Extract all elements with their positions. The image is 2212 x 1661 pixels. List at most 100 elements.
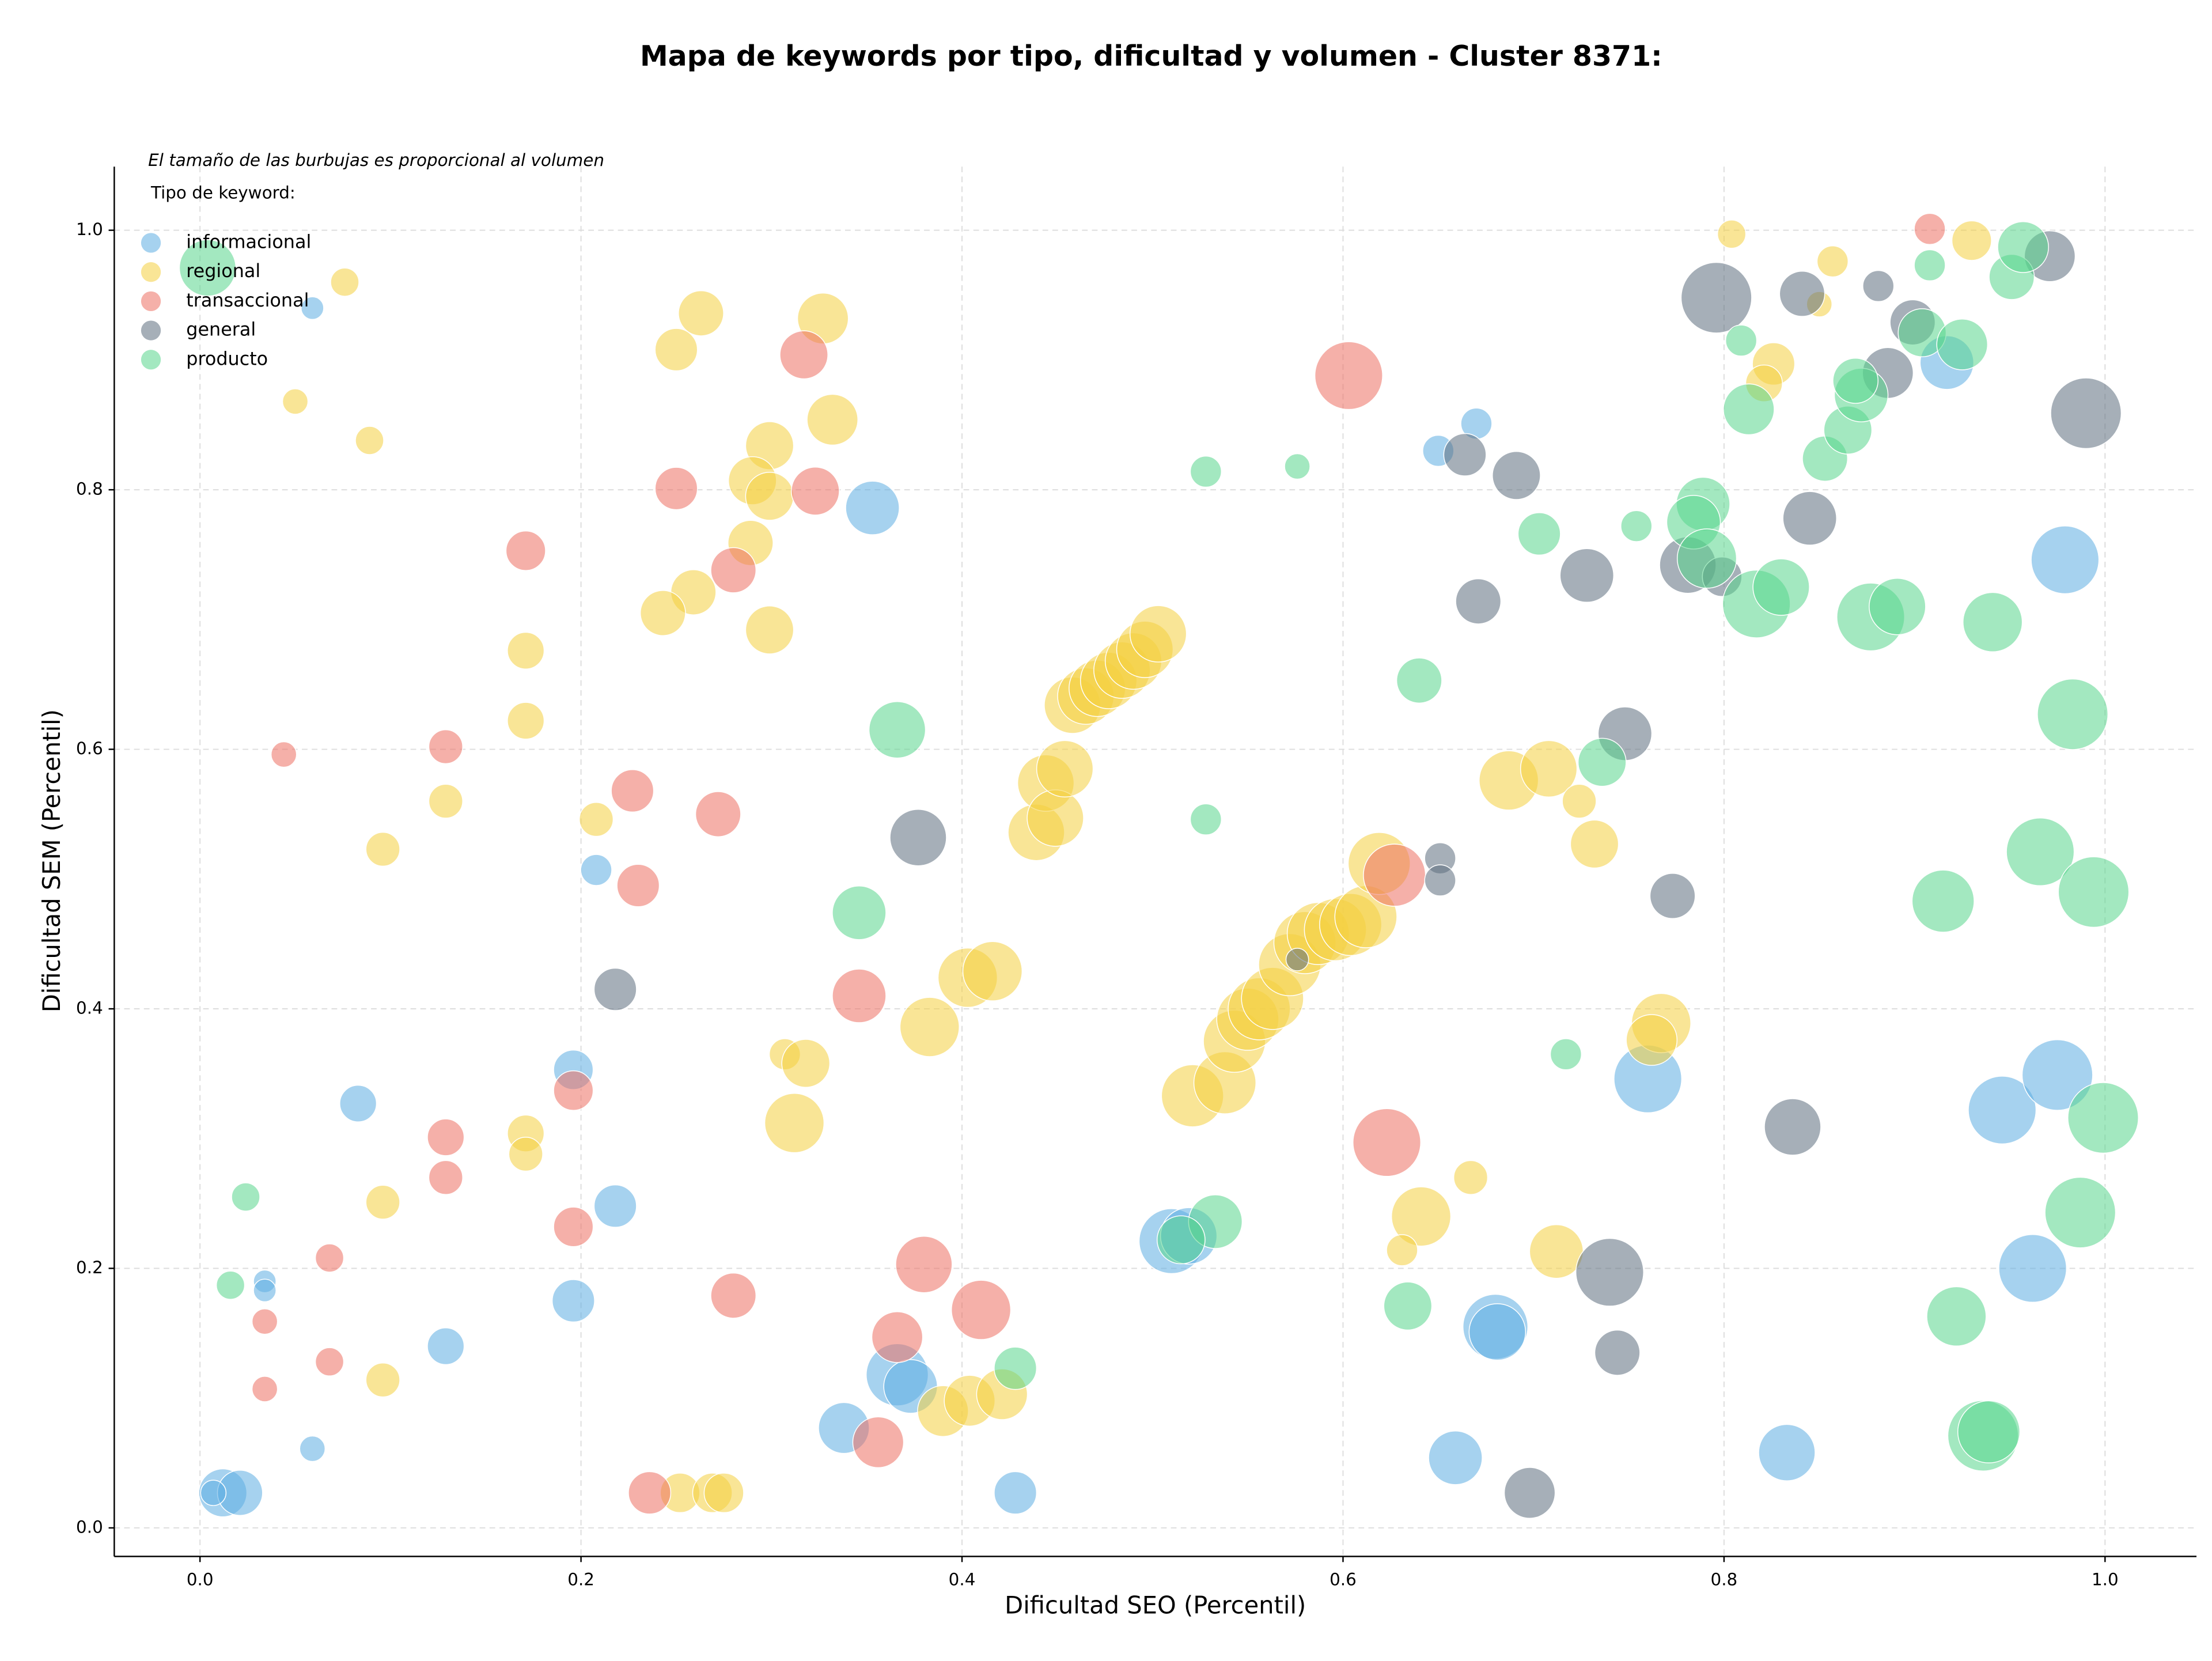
y-axis-label: Dificultad SEM (Percentil) <box>37 709 66 1012</box>
bubble <box>1649 873 1696 919</box>
bubble <box>1926 1286 1987 1346</box>
x-tick-label: 0.8 <box>1711 1570 1738 1590</box>
bubble <box>1997 221 2049 273</box>
bubble <box>365 1185 400 1220</box>
bubble <box>2037 678 2109 750</box>
legend-marker <box>141 320 161 340</box>
bubble <box>1832 357 1879 404</box>
bubble <box>832 968 887 1023</box>
bubble <box>215 1270 245 1300</box>
bubble <box>764 1093 825 1153</box>
bubble <box>578 802 614 837</box>
bubble <box>315 1347 344 1376</box>
bubble <box>1156 1215 1206 1265</box>
bubble <box>1520 740 1578 798</box>
bubble <box>1129 605 1187 663</box>
bubble <box>427 1118 465 1156</box>
bubble <box>611 769 654 813</box>
bubble <box>1717 220 1747 249</box>
bubble <box>505 530 546 571</box>
legend-marker <box>141 262 161 282</box>
bubble <box>1957 1400 2021 1463</box>
x-tick-label: 0.2 <box>567 1570 594 1590</box>
bubble <box>1764 1098 1821 1156</box>
bubble <box>1752 558 1810 616</box>
bubble <box>1951 220 1992 261</box>
y-tick-label: 1.0 <box>76 220 103 239</box>
bubble <box>1869 578 1926 635</box>
bubble <box>253 1278 276 1303</box>
bubble <box>806 394 858 446</box>
bubble <box>781 1039 831 1088</box>
legend-label: producto <box>186 347 268 369</box>
bubble <box>300 296 324 320</box>
bubble <box>1676 528 1737 589</box>
bubble <box>1594 1329 1641 1376</box>
bubble <box>339 1084 377 1123</box>
y-tick-label: 0.6 <box>76 739 103 758</box>
x-tick-label: 0.4 <box>949 1570 976 1590</box>
bubble <box>639 590 686 636</box>
bubble <box>1529 1224 1584 1279</box>
chart-title: Mapa de keywords por tipo, dificultad y … <box>640 40 1662 73</box>
bubble <box>179 239 237 297</box>
bubble <box>1453 1160 1488 1195</box>
bubble <box>1190 455 1222 488</box>
bubble <box>2021 1039 2093 1111</box>
bubble <box>994 1471 1037 1515</box>
bubble <box>1914 213 1946 245</box>
bubble <box>1577 737 1627 787</box>
bubble <box>1314 341 1383 410</box>
y-tick-label: 0.8 <box>76 479 103 499</box>
bubble <box>1190 803 1222 835</box>
grid: 0.0 0.2 0.4 0.6 0.8 1.0 0.0 0.2 0.4 0.6 0.8 1.0 <box>76 167 2197 1590</box>
bubble <box>779 330 828 380</box>
bubble <box>889 808 947 867</box>
bubble <box>852 1416 904 1469</box>
bubble <box>428 1160 463 1195</box>
bubble <box>2006 817 2075 886</box>
bubble <box>1353 1108 1422 1177</box>
bubble <box>553 1070 594 1111</box>
bubble <box>508 1137 543 1172</box>
bubbles <box>179 213 2139 1519</box>
bubble <box>2031 525 2100 595</box>
bubble <box>1424 864 1456 896</box>
x-tick-label: 1.0 <box>2092 1570 2119 1590</box>
bubble <box>553 1206 594 1247</box>
bubble <box>593 967 637 1011</box>
bubble <box>1779 271 1825 317</box>
bubble <box>950 1280 1012 1340</box>
bubble <box>1517 512 1561 556</box>
bubble <box>1428 1431 1483 1485</box>
bubble <box>1455 578 1502 625</box>
bubble <box>1396 657 1442 704</box>
bubble <box>710 547 757 593</box>
bubble <box>365 831 400 867</box>
bubble <box>1620 510 1653 542</box>
bubble <box>551 1279 595 1323</box>
bubble <box>1575 1238 1644 1307</box>
legend-marker <box>141 291 161 312</box>
bubble <box>251 1308 278 1335</box>
bubble <box>1550 1038 1582 1070</box>
bubble <box>282 388 309 415</box>
y-tick-label: 0.0 <box>76 1517 103 1537</box>
legend-title: Tipo de keyword: <box>150 183 296 202</box>
legend-label: transaccional <box>186 289 309 311</box>
bubble <box>868 701 926 759</box>
bubble <box>1782 491 1837 546</box>
bubble <box>654 328 698 372</box>
bubble <box>1758 1424 1816 1482</box>
bubble <box>628 1471 672 1515</box>
bubble <box>1391 1186 1452 1247</box>
bubble <box>1562 784 1597 819</box>
bubble <box>355 426 384 455</box>
bubble <box>710 1272 757 1319</box>
bubble <box>315 1243 344 1273</box>
bubble <box>1443 433 1487 476</box>
bubble <box>1492 451 1541 500</box>
bubble <box>994 1346 1037 1390</box>
y-tick-label: 0.2 <box>76 1258 103 1277</box>
